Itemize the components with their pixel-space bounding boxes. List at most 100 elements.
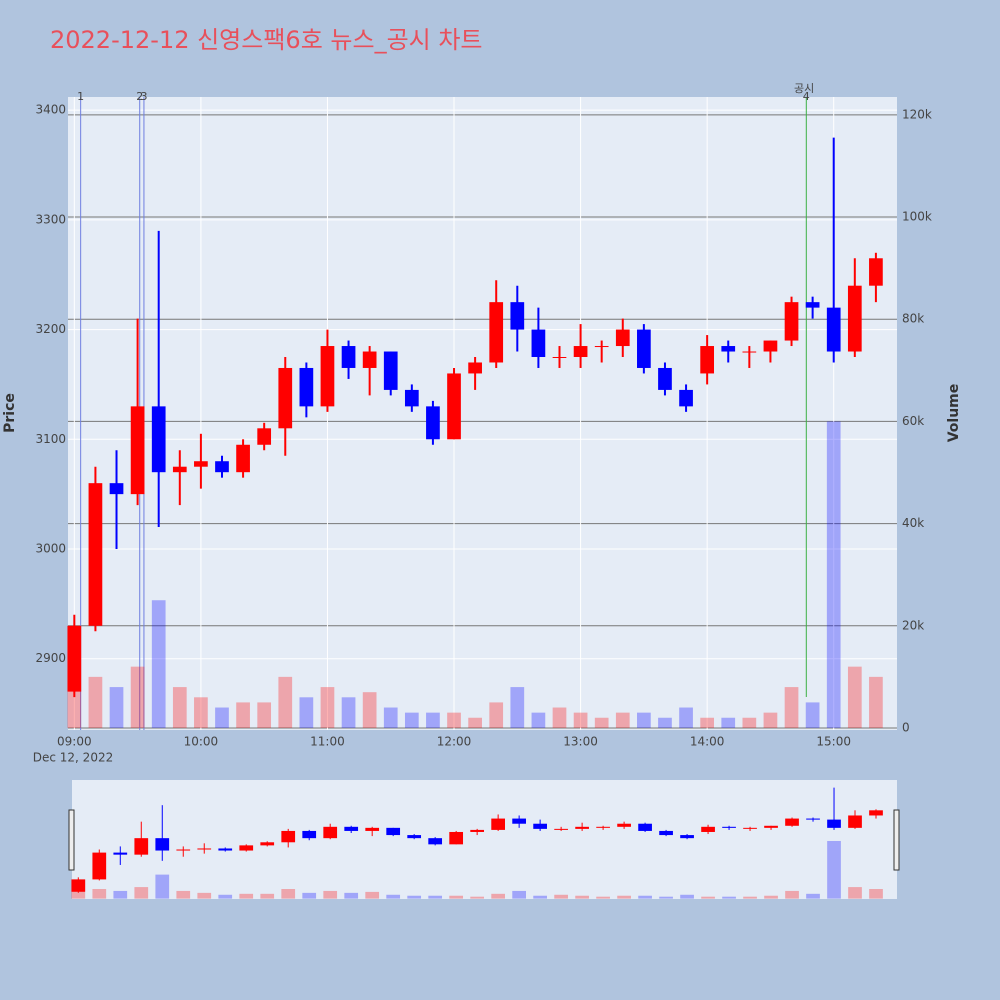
candle-body (257, 428, 272, 445)
candle-body (722, 826, 736, 828)
candle-body (615, 329, 630, 347)
candle-body (428, 838, 443, 845)
y2-tick-label: 100k (902, 210, 932, 224)
volume-bar (722, 896, 736, 899)
volume-bar (637, 712, 651, 728)
candle-body (67, 625, 82, 692)
volume-bar (362, 692, 377, 728)
volume-bar (742, 717, 757, 728)
volume-bar (197, 892, 212, 899)
volume-bar (426, 712, 440, 728)
volume-bar (638, 895, 652, 899)
candle-body (573, 346, 588, 358)
candle-body (638, 823, 652, 831)
candle-body (847, 285, 862, 352)
candle-body (151, 406, 166, 473)
y-tick-label: 3400 (35, 103, 66, 117)
y-tick-label: 3300 (35, 212, 66, 226)
volume-bar (847, 666, 862, 728)
candle-body (552, 357, 567, 359)
volume-bar (805, 702, 820, 728)
event-label: 4 (803, 90, 810, 103)
candle-body (784, 302, 799, 341)
range-handle[interactable] (893, 809, 900, 871)
candle-body (679, 389, 693, 407)
volume-bar (594, 717, 609, 728)
volume-bar (573, 712, 588, 728)
x-tick-label: 12:00 (437, 735, 472, 749)
y-tick-label: 3000 (35, 541, 66, 555)
volume-bar (194, 697, 208, 728)
candle-body (344, 826, 359, 831)
volume-bar (239, 893, 254, 899)
candle-body (323, 826, 338, 839)
x-tick-label: 14:00 (690, 735, 725, 749)
volume-bar (826, 421, 841, 728)
volume-bar (134, 887, 149, 899)
y-tick-label: 3200 (35, 322, 66, 336)
candle-body (239, 845, 254, 851)
candle-body (447, 373, 461, 440)
candle-body (260, 842, 275, 846)
x-tick-label: 11:00 (310, 735, 345, 749)
volume-bar (701, 896, 715, 899)
x-tick-label: 09:00 (57, 735, 92, 749)
volume-bar (596, 896, 610, 899)
volume-bar (764, 895, 778, 899)
candle-body (302, 830, 317, 839)
volume-bar (615, 712, 630, 728)
volume-bar (92, 889, 107, 899)
volume-bar (176, 890, 191, 899)
range-slider[interactable] (72, 780, 897, 899)
candle-body (637, 329, 651, 368)
volume-bar (130, 666, 145, 728)
candle-body (88, 483, 103, 626)
volume-bar (404, 712, 419, 728)
candle-body (721, 346, 736, 352)
y2-tick-label: 40k (902, 516, 924, 530)
y-tick-label: 2900 (35, 651, 66, 665)
candle-body (743, 827, 757, 829)
candle-body (826, 307, 841, 352)
volume-bar (510, 687, 525, 728)
volume-bar (700, 717, 715, 728)
volume-bar (302, 892, 317, 899)
volume-bar (468, 717, 482, 728)
candle-body (155, 838, 170, 851)
volume-bar (869, 676, 883, 728)
candle-body (176, 849, 191, 851)
y2-tick-label: 0 (902, 720, 910, 734)
candle-body (470, 829, 485, 832)
volume-bar (218, 894, 233, 899)
volume-bar (617, 895, 631, 899)
volume-bar (658, 717, 672, 728)
volume-bar (491, 893, 506, 899)
candle-body (236, 444, 250, 473)
volume-bar (848, 887, 862, 899)
candle-body (594, 346, 609, 348)
volume-bar (320, 687, 335, 728)
candle-body (491, 818, 506, 830)
candle-body (130, 406, 145, 495)
volume-bar (386, 894, 401, 899)
candle-body (742, 351, 757, 353)
candle-body (386, 827, 401, 836)
volume-bar (428, 895, 443, 899)
volume-bar (383, 707, 398, 728)
candle-body (658, 367, 672, 390)
x-tick-label: 15:00 (816, 735, 851, 749)
event-annotation: 공시 (794, 82, 814, 95)
candle-body (680, 835, 694, 839)
volume-bar (113, 890, 128, 899)
y2-tick-label: 20k (902, 618, 924, 632)
volume-bar (659, 896, 673, 899)
candle-body (805, 302, 820, 308)
volume-bar (784, 687, 799, 728)
y-tick-label: 3100 (35, 432, 66, 446)
range-handle[interactable] (68, 809, 75, 871)
candle-body (806, 818, 820, 820)
candle-body (383, 351, 398, 390)
volume-bar (278, 676, 293, 728)
candle-body (785, 818, 799, 826)
volume-bar (533, 895, 547, 899)
